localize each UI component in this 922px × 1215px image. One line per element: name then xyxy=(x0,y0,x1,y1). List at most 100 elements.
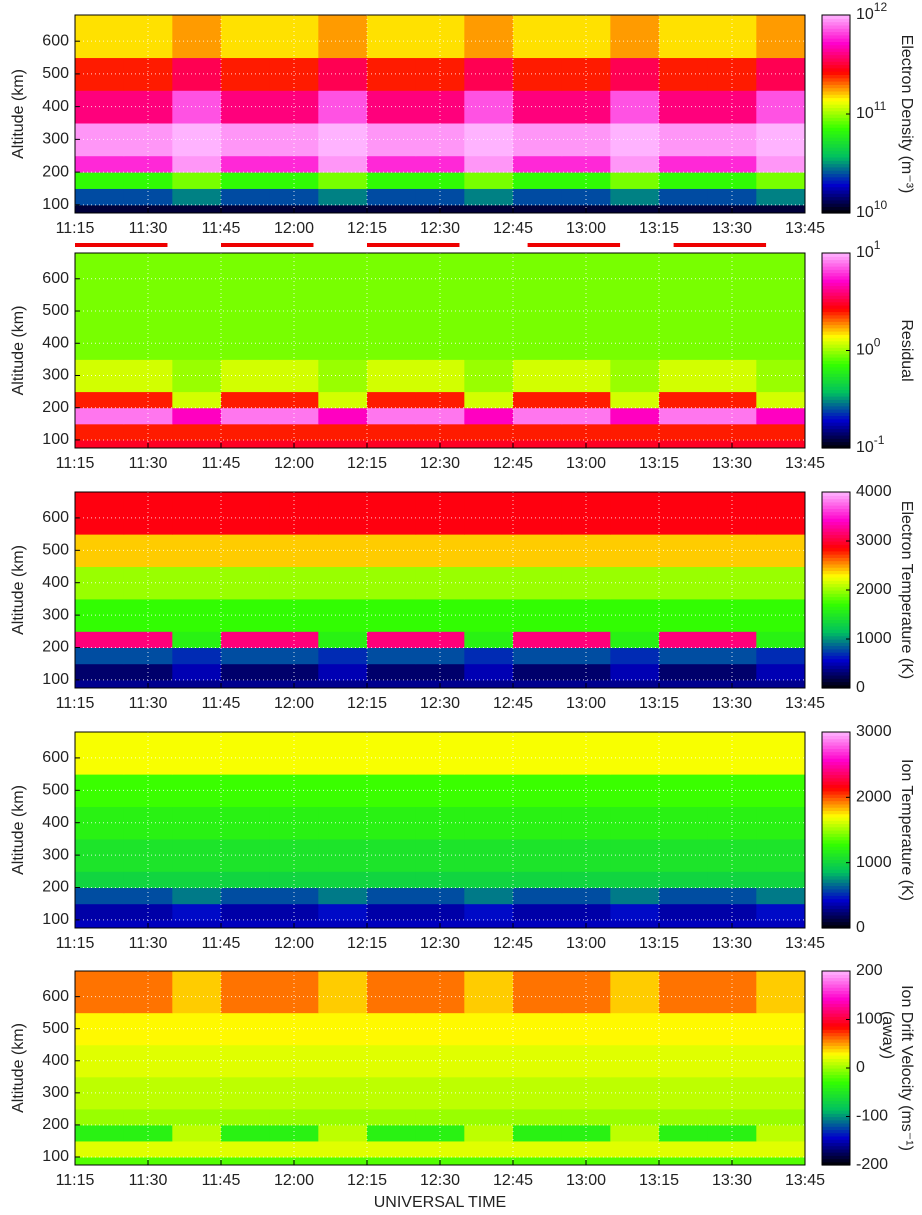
colorbar-strip xyxy=(822,87,850,92)
heatmap-cell xyxy=(756,598,806,632)
colorbar-strip xyxy=(822,865,850,870)
heatmap-cell xyxy=(756,57,806,91)
heatmap-cell xyxy=(221,1076,271,1110)
colorbar-strip xyxy=(822,130,850,135)
heatmap-cell xyxy=(610,598,660,632)
x-tick-label: 13:45 xyxy=(785,935,825,952)
colorbar-tick-label: 3000 xyxy=(856,532,892,549)
x-tick-label: 12:00 xyxy=(274,935,314,952)
colorbar-strip xyxy=(822,1132,850,1137)
heatmap-cell xyxy=(75,172,125,189)
heatmap-cell xyxy=(221,188,271,206)
heatmap-cell xyxy=(221,871,271,889)
y-tick-label: 100 xyxy=(42,1148,69,1165)
x-tick-label: 12:30 xyxy=(420,1172,460,1189)
heatmap-cell xyxy=(172,439,222,449)
y-tick-label: 100 xyxy=(42,196,69,213)
heatmap-cell xyxy=(221,492,271,535)
colorbar-strip xyxy=(822,1064,850,1069)
x-tick-label: 13:15 xyxy=(639,1172,679,1189)
heatmap-cell xyxy=(707,391,757,409)
heatmap-cell xyxy=(561,806,611,840)
heatmap-cell xyxy=(221,1124,271,1142)
heatmap-cell xyxy=(610,359,660,393)
x-tick-label: 12:15 xyxy=(347,455,387,472)
heatmap-cell xyxy=(756,204,806,214)
heatmap-cell xyxy=(610,647,660,665)
heatmap-cell xyxy=(75,903,125,921)
colorbar-strip xyxy=(822,541,850,545)
colorbar-strip xyxy=(822,418,850,423)
colorbar-strip xyxy=(822,1145,850,1150)
heatmap-cell xyxy=(610,294,660,328)
y-axis-label: Altitude (km) xyxy=(10,69,27,159)
colorbar-strip xyxy=(822,1113,850,1118)
x-tick-label: 12:15 xyxy=(347,695,387,712)
x-tick-label: 11:15 xyxy=(56,695,95,712)
colorbar-strip xyxy=(822,127,850,132)
heatmap-cell xyxy=(659,732,709,775)
colorbar-tick-label: 3000 xyxy=(856,723,892,740)
colorbar-strip xyxy=(822,209,850,214)
heatmap-cell xyxy=(610,1156,660,1166)
heatmap-cell xyxy=(75,887,125,905)
heatmap-cell xyxy=(756,903,806,921)
heatmap-cell xyxy=(172,172,222,189)
colorbar-strip xyxy=(822,331,850,335)
colorbar-strip xyxy=(822,18,850,23)
heatmap-cell xyxy=(75,204,125,214)
y-axis-label: Altitude (km) xyxy=(10,306,27,396)
x-tick-label: 11:30 xyxy=(129,695,168,712)
heatmap-cell xyxy=(367,1108,417,1126)
colorbar-strip xyxy=(822,492,850,496)
colorbar-strip xyxy=(822,1129,850,1134)
colorbar-strip xyxy=(822,557,850,562)
colorbar-strip xyxy=(822,48,850,52)
heatmap-cell xyxy=(75,647,125,665)
heatmap-cell xyxy=(172,123,222,157)
colorbar-strip xyxy=(822,71,850,75)
colorbar-strip xyxy=(822,1068,850,1072)
y-tick-label: 400 xyxy=(42,574,69,591)
x-tick-label: 13:00 xyxy=(566,935,606,952)
x-tick-label: 12:00 xyxy=(274,455,314,472)
heatmap-cell xyxy=(318,679,368,689)
heatmap-cell xyxy=(172,903,222,921)
heatmap-cell xyxy=(756,871,806,889)
colorbar-strip xyxy=(822,337,850,342)
colorbar-strip xyxy=(822,661,850,666)
heatmap-cell xyxy=(464,188,514,206)
colorbar-strip xyxy=(822,914,850,919)
heatmap-cell xyxy=(172,887,222,905)
heatmap-cell xyxy=(610,439,660,449)
heatmap-cell xyxy=(269,188,319,206)
heatmap-cell xyxy=(367,631,417,649)
heatmap-cell xyxy=(659,1156,709,1166)
x-tick-label: 12:45 xyxy=(493,1172,533,1189)
heatmap-cell xyxy=(367,172,417,189)
heatmap-cell xyxy=(610,566,660,600)
x-tick-label: 12:30 xyxy=(420,695,460,712)
heatmap-cell xyxy=(513,732,563,775)
heatmap-cell xyxy=(756,971,806,1014)
heatmap-cell xyxy=(318,1156,368,1166)
colorbar-tick-label: 1010 xyxy=(856,198,887,221)
heatmap-cell xyxy=(464,838,514,872)
heatmap-cell xyxy=(75,679,125,689)
heatmap-cell xyxy=(659,155,709,173)
heatmap-cell xyxy=(756,123,806,157)
colorbar-label: Electron Density (m⁻³) xyxy=(898,35,915,194)
colorbar-strip xyxy=(822,34,850,39)
heatmap-cell xyxy=(513,871,563,889)
x-tick-label: 11:15 xyxy=(56,935,95,952)
colorbar-tick-label: 10-1 xyxy=(856,433,885,456)
heatmap-cell xyxy=(561,188,611,206)
heatmap-cell xyxy=(561,327,611,360)
heatmap-cell xyxy=(172,492,222,535)
heatmap-cell xyxy=(464,1076,514,1110)
heatmap-cell xyxy=(172,871,222,889)
colorbar-strip xyxy=(822,1116,850,1121)
heatmap-cell xyxy=(172,188,222,206)
heatmap-cell xyxy=(707,407,757,425)
colorbar-tick-base: 10 xyxy=(856,439,874,456)
